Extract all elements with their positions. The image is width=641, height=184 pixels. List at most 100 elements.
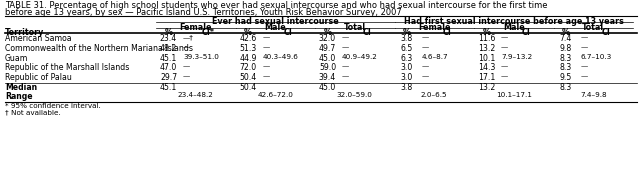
Text: CI: CI bbox=[363, 28, 372, 37]
Text: Had first sexual intercourse before age 13 years: Had first sexual intercourse before age … bbox=[404, 17, 624, 26]
Text: —: — bbox=[581, 63, 588, 69]
Text: —: — bbox=[422, 73, 429, 79]
Text: Male: Male bbox=[503, 23, 524, 32]
Text: —: — bbox=[501, 63, 508, 69]
Text: 29.7: 29.7 bbox=[160, 73, 177, 82]
Text: 8.3: 8.3 bbox=[560, 83, 572, 92]
Text: 45.1: 45.1 bbox=[160, 54, 177, 63]
Text: CI: CI bbox=[283, 28, 292, 37]
Text: 50.4: 50.4 bbox=[239, 83, 256, 92]
Text: %: % bbox=[403, 28, 411, 37]
Text: Female: Female bbox=[418, 23, 451, 32]
Text: 45.0: 45.0 bbox=[319, 83, 336, 92]
Text: 6.7–10.3: 6.7–10.3 bbox=[581, 54, 612, 60]
Text: —: — bbox=[581, 73, 588, 79]
Text: 10.1–17.1: 10.1–17.1 bbox=[495, 92, 531, 98]
Text: 72.0: 72.0 bbox=[240, 63, 256, 72]
Text: Male: Male bbox=[264, 23, 286, 32]
Text: † Not available.: † Not available. bbox=[5, 109, 61, 115]
Text: 3.8: 3.8 bbox=[401, 34, 413, 43]
Text: —: — bbox=[342, 34, 349, 40]
Text: 11.6: 11.6 bbox=[478, 34, 495, 43]
Text: 3.8: 3.8 bbox=[401, 83, 413, 92]
Text: 7.4: 7.4 bbox=[560, 34, 572, 43]
Text: 40.9–49.2: 40.9–49.2 bbox=[342, 54, 378, 60]
Text: Female: Female bbox=[179, 23, 212, 32]
Text: Total: Total bbox=[344, 23, 366, 32]
Text: —: — bbox=[581, 34, 588, 40]
Text: 42.6–72.0: 42.6–72.0 bbox=[257, 92, 293, 98]
Text: Ever had sexual intercourse: Ever had sexual intercourse bbox=[212, 17, 338, 26]
Text: —†: —† bbox=[183, 34, 194, 40]
Text: 32.0: 32.0 bbox=[319, 34, 336, 43]
Text: Total: Total bbox=[582, 23, 604, 32]
Text: —: — bbox=[183, 63, 190, 69]
Text: 23.4: 23.4 bbox=[160, 34, 177, 43]
Text: %: % bbox=[165, 28, 172, 37]
Text: 47.0: 47.0 bbox=[160, 63, 177, 72]
Text: 14.3: 14.3 bbox=[478, 63, 495, 72]
Text: —: — bbox=[342, 73, 349, 79]
Text: 40.3–49.6: 40.3–49.6 bbox=[263, 54, 298, 60]
Text: before age 13 years, by sex — Pacific Island U.S. Territories, Youth Risk Behavi: before age 13 years, by sex — Pacific Is… bbox=[5, 8, 402, 17]
Text: %: % bbox=[562, 28, 570, 37]
Text: CI: CI bbox=[601, 28, 610, 37]
Text: —: — bbox=[422, 63, 429, 69]
Text: 32.0–59.0: 32.0–59.0 bbox=[337, 92, 372, 98]
Text: —: — bbox=[263, 63, 270, 69]
Text: 2.0–6.5: 2.0–6.5 bbox=[421, 92, 447, 98]
Text: Commonwealth of the Northern Mariana Islands: Commonwealth of the Northern Mariana Isl… bbox=[5, 44, 193, 53]
Text: 6.5: 6.5 bbox=[401, 44, 413, 53]
Text: 45.0: 45.0 bbox=[319, 54, 336, 63]
Text: —: — bbox=[501, 34, 508, 40]
Text: —: — bbox=[263, 44, 270, 50]
Text: —: — bbox=[183, 73, 190, 79]
Text: 10.1: 10.1 bbox=[478, 54, 495, 63]
Text: 49.7: 49.7 bbox=[319, 44, 336, 53]
Text: TABLE 31. Percentage of high school students who ever had sexual intercourse and: TABLE 31. Percentage of high school stud… bbox=[5, 1, 547, 10]
Text: 9.8: 9.8 bbox=[560, 44, 572, 53]
Text: 59.0: 59.0 bbox=[319, 63, 336, 72]
Text: 7.9–13.2: 7.9–13.2 bbox=[501, 54, 532, 60]
Text: 39.3–51.0: 39.3–51.0 bbox=[183, 54, 219, 60]
Text: —: — bbox=[342, 44, 349, 50]
Text: 42.6: 42.6 bbox=[239, 34, 256, 43]
Text: —: — bbox=[263, 34, 270, 40]
Text: %: % bbox=[324, 28, 331, 37]
Text: 9.5: 9.5 bbox=[560, 73, 572, 82]
Text: American Samoa: American Samoa bbox=[5, 34, 72, 43]
Text: * 95% confidence interval.: * 95% confidence interval. bbox=[5, 103, 101, 109]
Text: 50.4: 50.4 bbox=[239, 73, 256, 82]
Text: 13.2: 13.2 bbox=[478, 83, 495, 92]
Text: 51.3: 51.3 bbox=[239, 44, 256, 53]
Text: CI: CI bbox=[522, 28, 531, 37]
Text: 6.3: 6.3 bbox=[401, 54, 413, 63]
Text: 44.9: 44.9 bbox=[239, 54, 256, 63]
Text: Guam: Guam bbox=[5, 54, 28, 63]
Text: —: — bbox=[422, 34, 429, 40]
Text: —: — bbox=[342, 63, 349, 69]
Text: —: — bbox=[263, 73, 270, 79]
Text: 17.1: 17.1 bbox=[478, 73, 495, 82]
Text: 3.0: 3.0 bbox=[401, 73, 413, 82]
Text: —: — bbox=[501, 73, 508, 79]
Text: 39.4: 39.4 bbox=[319, 73, 336, 82]
Text: Republic of Palau: Republic of Palau bbox=[5, 73, 72, 82]
Text: %: % bbox=[483, 28, 490, 37]
Text: 48.2: 48.2 bbox=[160, 44, 177, 53]
Text: Median: Median bbox=[5, 83, 37, 92]
Text: CI*: CI* bbox=[202, 28, 215, 37]
Text: 8.3: 8.3 bbox=[560, 54, 572, 63]
Text: —: — bbox=[183, 44, 190, 50]
Text: 8.3: 8.3 bbox=[560, 63, 572, 72]
Text: 4.6–8.7: 4.6–8.7 bbox=[422, 54, 448, 60]
Text: Territory: Territory bbox=[5, 28, 44, 37]
Text: Range: Range bbox=[5, 92, 33, 101]
Text: 3.0: 3.0 bbox=[401, 63, 413, 72]
Text: 23.4–48.2: 23.4–48.2 bbox=[178, 92, 213, 98]
Text: 45.1: 45.1 bbox=[160, 83, 177, 92]
Text: %: % bbox=[244, 28, 252, 37]
Text: CI: CI bbox=[442, 28, 451, 37]
Text: —: — bbox=[501, 44, 508, 50]
Text: 7.4–9.8: 7.4–9.8 bbox=[580, 92, 606, 98]
